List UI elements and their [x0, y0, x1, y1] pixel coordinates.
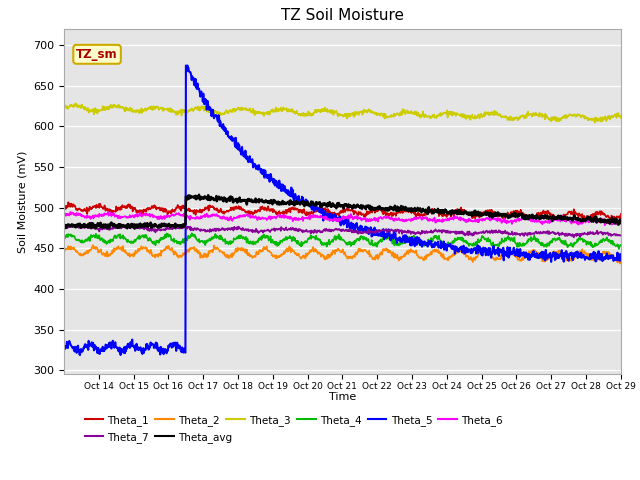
X-axis label: Time: Time	[329, 393, 356, 402]
Title: TZ Soil Moisture: TZ Soil Moisture	[281, 9, 404, 24]
Legend: Theta_7, Theta_avg: Theta_7, Theta_avg	[81, 428, 237, 447]
Text: TZ_sm: TZ_sm	[76, 48, 118, 61]
Y-axis label: Soil Moisture (mV): Soil Moisture (mV)	[17, 150, 28, 253]
